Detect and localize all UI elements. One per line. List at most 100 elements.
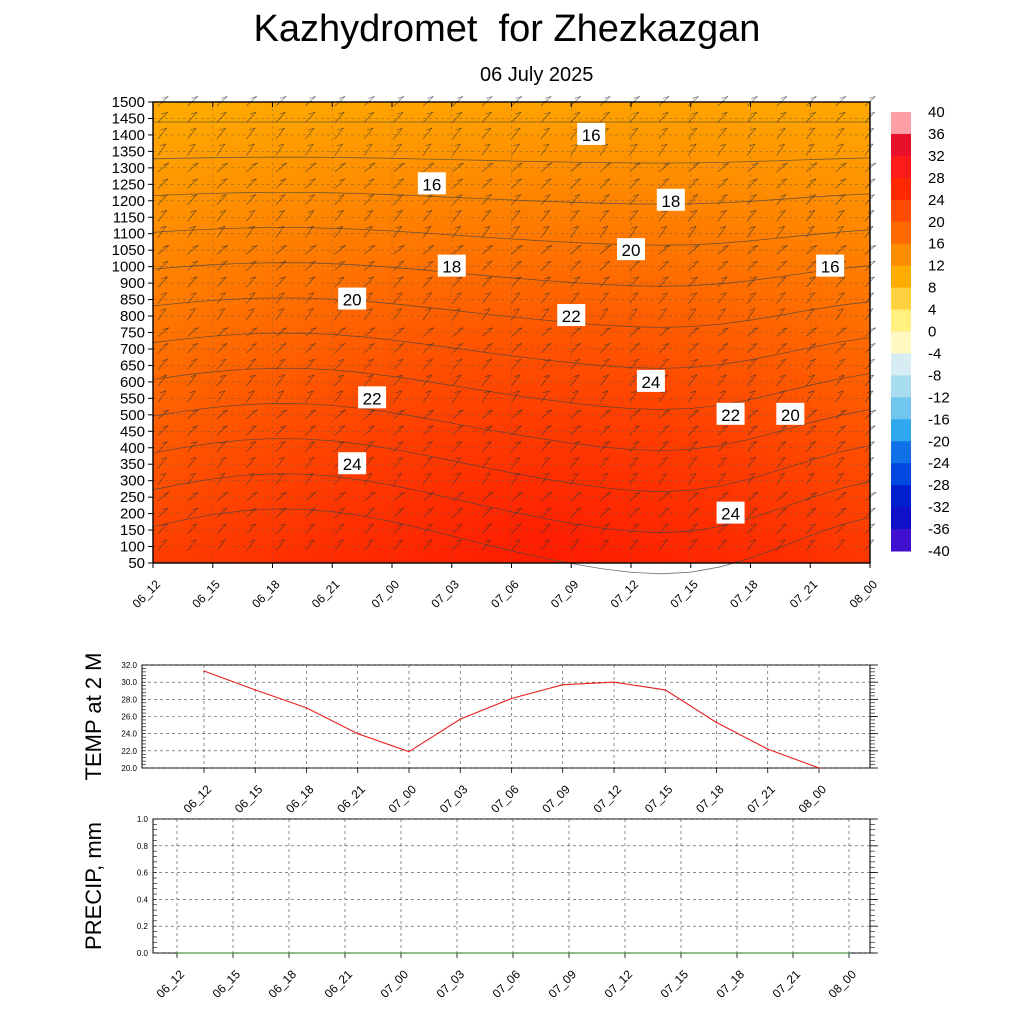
wind-barb (481, 292, 492, 304)
wind-barb-flag (486, 162, 494, 166)
wind-barb (275, 457, 285, 469)
contour-label: 16 (422, 175, 441, 194)
wind-barb-flag (191, 425, 198, 429)
wind-barb-flag (427, 96, 434, 99)
wind-barb (511, 409, 523, 420)
wind-barb (746, 343, 758, 354)
wind-barb (687, 127, 698, 140)
wind-barb-flag (251, 162, 258, 166)
wind-barb-flag (307, 225, 314, 229)
wind-barb (305, 409, 317, 420)
wind-barb-flag (545, 260, 552, 264)
wind-barb-flag (515, 343, 522, 346)
wind-barb-flag (810, 507, 817, 511)
wind-barb-flag (280, 327, 287, 331)
wind-barb-flag (221, 507, 228, 511)
wind-barb-flag (279, 343, 287, 346)
wind-barb (776, 425, 788, 436)
wind-barb (776, 111, 787, 123)
wind-barb-flag (425, 457, 433, 460)
wind-barb-flag (456, 343, 463, 346)
wind-barb (334, 374, 344, 387)
wind-barb-flag (722, 327, 729, 331)
wind-barb-flag (221, 492, 228, 495)
wind-barb-flag (751, 245, 759, 248)
wind-barb (275, 96, 287, 107)
wind-barb (835, 492, 847, 502)
wind-barb-flag (456, 441, 463, 444)
wind-barb (393, 409, 405, 420)
y-tick-label: 600 (120, 374, 145, 391)
wind-barb (599, 245, 611, 255)
wind-barb (422, 111, 433, 123)
wind-barb (422, 143, 432, 156)
wind-barb (599, 178, 611, 189)
wind-barb-flag (602, 457, 609, 460)
wind-barb-flag (486, 507, 493, 511)
wind-barb-flag (454, 225, 461, 229)
wind-barb-flag (161, 523, 168, 527)
wind-barb (305, 358, 316, 370)
wind-barb-flag (543, 127, 550, 131)
wind-barb (835, 143, 844, 156)
wind-barb-flag (486, 343, 493, 346)
wind-barb (216, 245, 229, 255)
wind-barb-flag (778, 225, 785, 229)
colorbar-label: -32 (928, 499, 950, 516)
wind-barb (157, 425, 169, 436)
wind-barb-flag (751, 409, 759, 413)
wind-barb-flag (573, 111, 581, 115)
wind-barb (305, 226, 314, 238)
contour-label: 20 (622, 241, 641, 260)
wind-barb-flag (544, 194, 551, 197)
wind-barb (275, 210, 285, 222)
wind-barb-flag (426, 276, 433, 280)
y-tick-label: 1000 (112, 259, 145, 276)
wind-barb-flag (427, 162, 435, 166)
wind-barb (452, 409, 464, 420)
wind-barb-flag (601, 308, 609, 311)
wind-barb-flag (867, 457, 874, 460)
wind-barb (746, 308, 756, 321)
wind-barb-flag (190, 292, 197, 296)
wind-barb (687, 226, 697, 238)
y-tick-label: 700 (120, 341, 145, 358)
contour-label: 18 (661, 192, 680, 211)
wind-barb (776, 226, 785, 238)
colorbar-label: 4 (928, 302, 936, 319)
wind-barb (658, 178, 670, 189)
wind-barb-flag (338, 111, 345, 115)
wind-barb (275, 276, 286, 288)
data-point (613, 681, 615, 683)
wind-barb (776, 96, 788, 107)
wind-barb-flag (249, 374, 256, 378)
contour-label: 20 (343, 291, 362, 310)
wind-barb (481, 409, 494, 420)
wind-barb-flag (602, 539, 609, 542)
wind-barb-flag (839, 343, 846, 346)
x-tick-label: 06_21 (322, 967, 356, 1001)
wind-barb-flag (279, 96, 287, 99)
y-tick-label: 900 (120, 275, 145, 292)
wind-barb (511, 276, 522, 288)
wind-barb (422, 507, 434, 518)
wind-barb (305, 343, 316, 354)
wind-barb-flag (516, 492, 523, 495)
wind-barb-flag (426, 111, 433, 115)
wind-barb (599, 473, 609, 485)
wind-barb-flag (457, 409, 464, 413)
wind-barb-flag (454, 472, 461, 476)
wind-barb (275, 492, 287, 502)
wind-barb (835, 276, 846, 288)
wind-barb-flag (398, 327, 405, 331)
wind-barb (511, 390, 520, 403)
wind-barb-flag (692, 343, 699, 346)
wind-barb (570, 111, 581, 123)
wind-barb-flag (633, 343, 640, 346)
y-tick-label: 1.0 (137, 815, 149, 824)
wind-barb (187, 127, 197, 140)
colorbar-label: 16 (928, 236, 945, 253)
colorbar-label: 32 (928, 148, 945, 165)
wind-barb (511, 523, 522, 535)
wind-barb (540, 390, 550, 403)
